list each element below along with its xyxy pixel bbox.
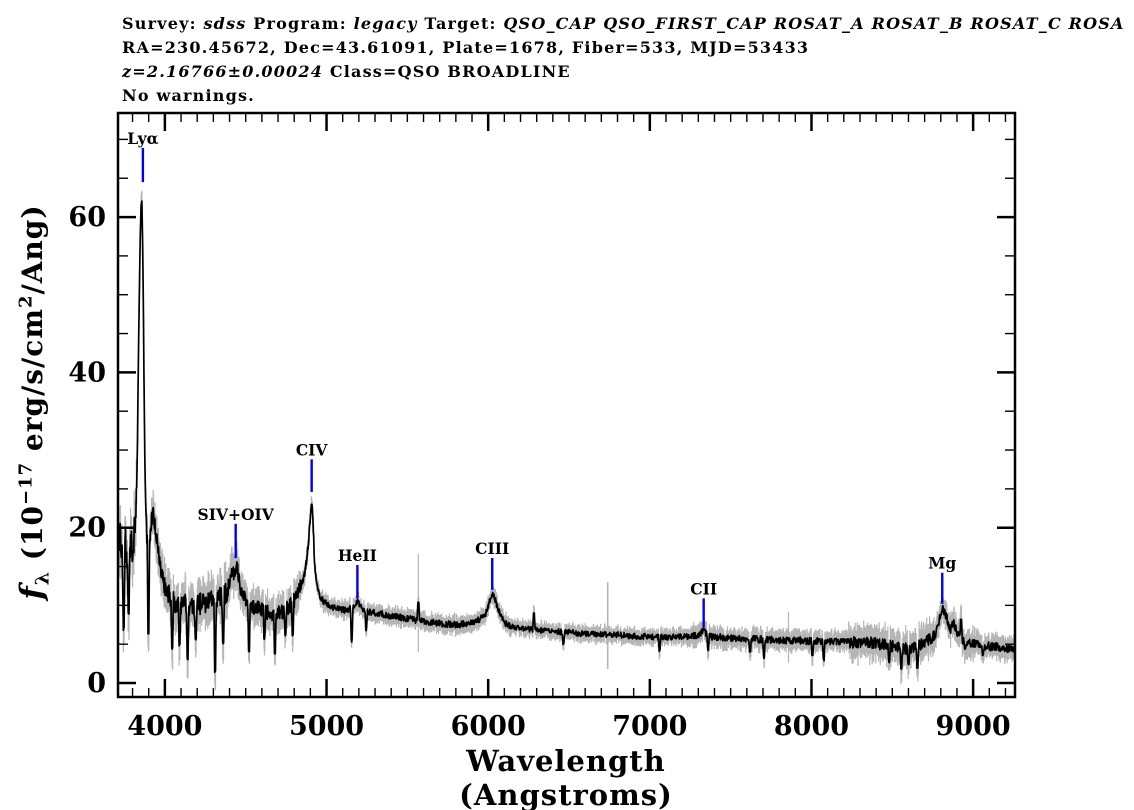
spectrum-trace xyxy=(119,200,1014,674)
y-axis-title: fλ (10−17 erg/s/cm2/Ang) xyxy=(14,152,54,652)
x-tick-label: 5000 xyxy=(289,711,364,742)
plot-frame xyxy=(116,111,1017,699)
x-tick-label: 4000 xyxy=(127,711,202,742)
axis-ticks xyxy=(118,113,1015,697)
spectrum-path xyxy=(119,200,1014,674)
header-line-redshift: z=2.16766±0.00024 Class=QSO BROADLINE xyxy=(122,60,1134,84)
x-tick-label: 6000 xyxy=(451,711,526,742)
emission-label-siv-oiv: SIV+OIV xyxy=(198,505,275,524)
emission-line-markers: Lyα SIV+OIV CIV HeII CIII CII Mg xyxy=(127,129,956,628)
header-text: Class=QSO BROADLINE xyxy=(323,62,571,81)
header-line-coords: RA=230.45672, Dec=43.61091, Plate=1678, … xyxy=(122,36,1134,60)
y-axis-title-part: f xyxy=(14,585,50,600)
header-italic-text: legacy xyxy=(353,14,418,33)
emission-label-lya: Lyα xyxy=(127,129,158,148)
emission-label-heii: HeII xyxy=(338,546,377,565)
header-text: RA=230.45672, Dec=43.61091, Plate=1678, … xyxy=(122,38,810,57)
y-tick-label: 60 xyxy=(68,202,106,233)
error-envelope xyxy=(119,190,1014,691)
header-italic-text: sdss xyxy=(203,14,247,33)
y-axis-title-part: λ xyxy=(31,570,54,586)
y-axis-title-part: (10 xyxy=(16,504,49,571)
emission-label-cii: CII xyxy=(690,579,717,598)
emission-label-ciii: CIII xyxy=(475,539,509,558)
header-text: No warnings. xyxy=(122,86,255,105)
y-axis-title-part: −17 xyxy=(15,461,37,505)
y-axis-title-part: 2 xyxy=(15,294,37,309)
header-line-survey: Survey: sdss Program: legacy Target: QSO… xyxy=(122,12,1134,36)
spectrum-header: Survey: sdss Program: legacy Target: QSO… xyxy=(122,12,1134,108)
y-tick-label: 0 xyxy=(87,668,106,699)
header-text: Target: xyxy=(417,14,504,33)
axis-tick-labels: 4000 5000 6000 7000 8000 9000 0 20 40 60 xyxy=(68,202,1010,742)
x-tick-label: 8000 xyxy=(774,711,849,742)
y-axis-title-part: erg/s/cm xyxy=(16,308,49,462)
x-tick-label: 7000 xyxy=(612,711,687,742)
header-italic-text: QSO_CAP QSO_FIRST_CAP ROSAT_A ROSAT_B RO… xyxy=(503,14,1125,33)
header-text: Survey: xyxy=(122,14,204,33)
header-text: Program: xyxy=(246,14,354,33)
header-italic-text: z=2.16766±0.00024 xyxy=(122,62,324,81)
emission-label-mg: Mg xyxy=(928,554,956,573)
x-axis-title: Wavelength (Angstroms) xyxy=(459,744,673,810)
emission-label-civ: CIV xyxy=(296,440,329,459)
y-tick-label: 40 xyxy=(68,357,106,388)
y-axis-title-part: /Ang) xyxy=(16,204,49,295)
header-line-warnings: No warnings. xyxy=(122,84,1134,108)
x-tick-label: 9000 xyxy=(936,711,1011,742)
y-tick-label: 20 xyxy=(68,513,106,544)
error-envelope-path xyxy=(119,190,1014,691)
